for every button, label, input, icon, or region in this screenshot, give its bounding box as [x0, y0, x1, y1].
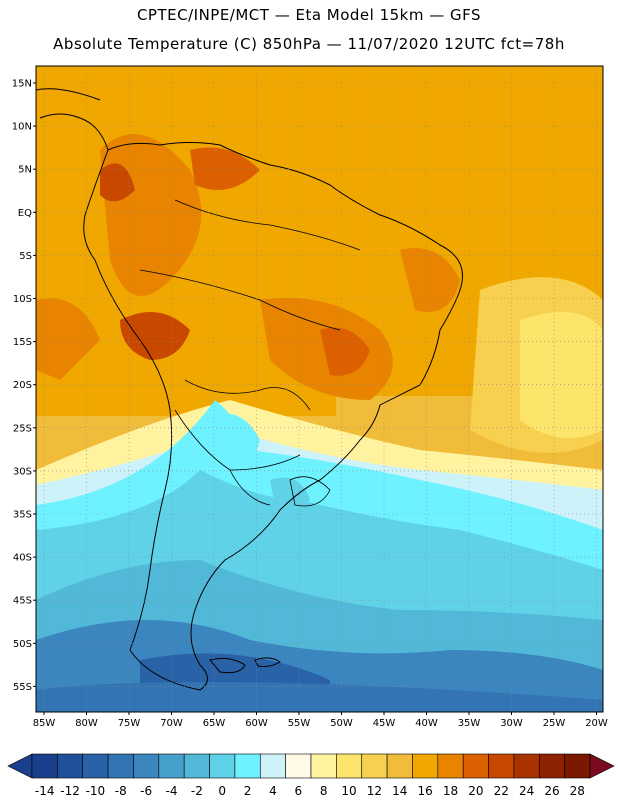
colorbar-label: 8 — [320, 784, 328, 798]
lon-label: 40W — [415, 718, 438, 729]
title-line-1: CPTEC/INPE/MCT — Eta Model 15km — GFS — [136, 6, 482, 24]
title-line-2: Absolute Temperature (C) 850hPa — 11/07/… — [53, 35, 565, 53]
colorbar-swatch — [133, 753, 160, 779]
colorbar-right-arrow — [589, 753, 615, 779]
lon-label: 85W — [33, 718, 56, 729]
latitude-labels: 15N 10N 5N EQ 5S 10S 15S 20S 25S 30S 35S 40S 45S 50S 5… — [12, 79, 36, 693]
colorbar-swatch — [57, 753, 84, 779]
colorbar-label: 24 — [519, 784, 534, 798]
colorbar-label: -2 — [191, 784, 203, 798]
colorbar-label: 12 — [367, 784, 382, 798]
lon-label: 25W — [543, 718, 566, 729]
colorbar-swatch — [31, 753, 58, 779]
lat-label: 35S — [13, 510, 32, 521]
colorbar-label: -4 — [166, 784, 178, 798]
lat-label: 45S — [13, 596, 32, 607]
colorbar-label: -10 — [86, 784, 106, 798]
colorbar-label: 10 — [341, 784, 356, 798]
colorbar-swatch — [285, 753, 312, 779]
lat-label: 15S — [13, 337, 32, 348]
lat-label: 25S — [13, 423, 32, 434]
colorbar-label: 16 — [417, 784, 432, 798]
borders — [139, 199, 361, 507]
lon-label: 30W — [500, 718, 523, 729]
colorbar-label: 2 — [244, 784, 252, 798]
colorbar-swatch — [361, 753, 388, 779]
colorbar-swatch — [82, 753, 109, 779]
lat-label: 50S — [13, 639, 32, 650]
colorbar-swatch — [209, 753, 236, 779]
colorbar-label: 26 — [544, 784, 559, 798]
colorbar-swatch — [412, 753, 439, 779]
grid — [36, 66, 603, 712]
colorbar-label: 0 — [218, 784, 226, 798]
lon-label: 70W — [160, 718, 183, 729]
lon-label: 45W — [373, 718, 396, 729]
colorbar-swatch — [538, 753, 565, 779]
colorbar-label: 14 — [392, 784, 407, 798]
lon-label: 75W — [118, 718, 141, 729]
lat-label: 5N — [18, 165, 32, 176]
colorbar-label: 28 — [570, 784, 585, 798]
colorbar-swatch — [234, 753, 261, 779]
lon-label: 55W — [288, 718, 311, 729]
colorbar-swatch — [488, 753, 515, 779]
colorbar-swatch — [158, 753, 185, 779]
colorbar-label: -14 — [35, 784, 55, 798]
colorbar-swatch — [259, 753, 286, 779]
lon-label: 65W — [203, 718, 226, 729]
lon-label: 20W — [585, 718, 608, 729]
lon-label: 60W — [245, 718, 268, 729]
lat-label: 40S — [13, 553, 32, 564]
colorbar-label: -12 — [60, 784, 80, 798]
colorbar-label: 6 — [294, 784, 302, 798]
lat-label: 15N — [12, 79, 32, 90]
colorbar-label: 22 — [494, 784, 509, 798]
lon-label: 50W — [330, 718, 353, 729]
lat-label: 20S — [13, 380, 32, 391]
lat-label: 55S — [13, 682, 32, 693]
colorbar-swatch — [513, 753, 540, 779]
colorbar-label: -6 — [140, 784, 152, 798]
colorbar-label: -8 — [115, 784, 127, 798]
lat-label: 10S — [13, 294, 32, 305]
colorbar-swatch — [183, 753, 210, 779]
colorbar-label: 20 — [468, 784, 483, 798]
colorbar-label: 4 — [269, 784, 277, 798]
temperature-field — [36, 66, 603, 712]
coastline — [36, 88, 463, 691]
lat-label: 30S — [13, 466, 32, 477]
lat-label: 10N — [12, 122, 32, 133]
lat-label: EQ — [18, 208, 32, 219]
colorbar-left-arrow — [7, 753, 33, 779]
colorbar: -14 -12 -10 -8 -6 -4 -2 0 2 4 6 8 10 12 14 16 18 20 22 24 26… — [7, 753, 615, 798]
colorbar-swatch — [336, 753, 363, 779]
colorbar-swatch — [564, 753, 591, 779]
colorbar-label: 18 — [443, 784, 458, 798]
lon-label: 35W — [458, 718, 481, 729]
lat-label: 5S — [19, 251, 32, 262]
colorbar-swatch — [310, 753, 337, 779]
colorbar-swatch — [386, 753, 413, 779]
colorbar-swatch — [462, 753, 489, 779]
colorbar-swatch — [107, 753, 134, 779]
lon-label: 80W — [75, 718, 98, 729]
map-frame — [35, 65, 604, 713]
colorbar-swatch — [437, 753, 464, 779]
longitude-labels: 85W 80W 75W 70W 65W 60W 55W 50W 45W 40W 35W 30W 25W 2… — [33, 712, 608, 729]
